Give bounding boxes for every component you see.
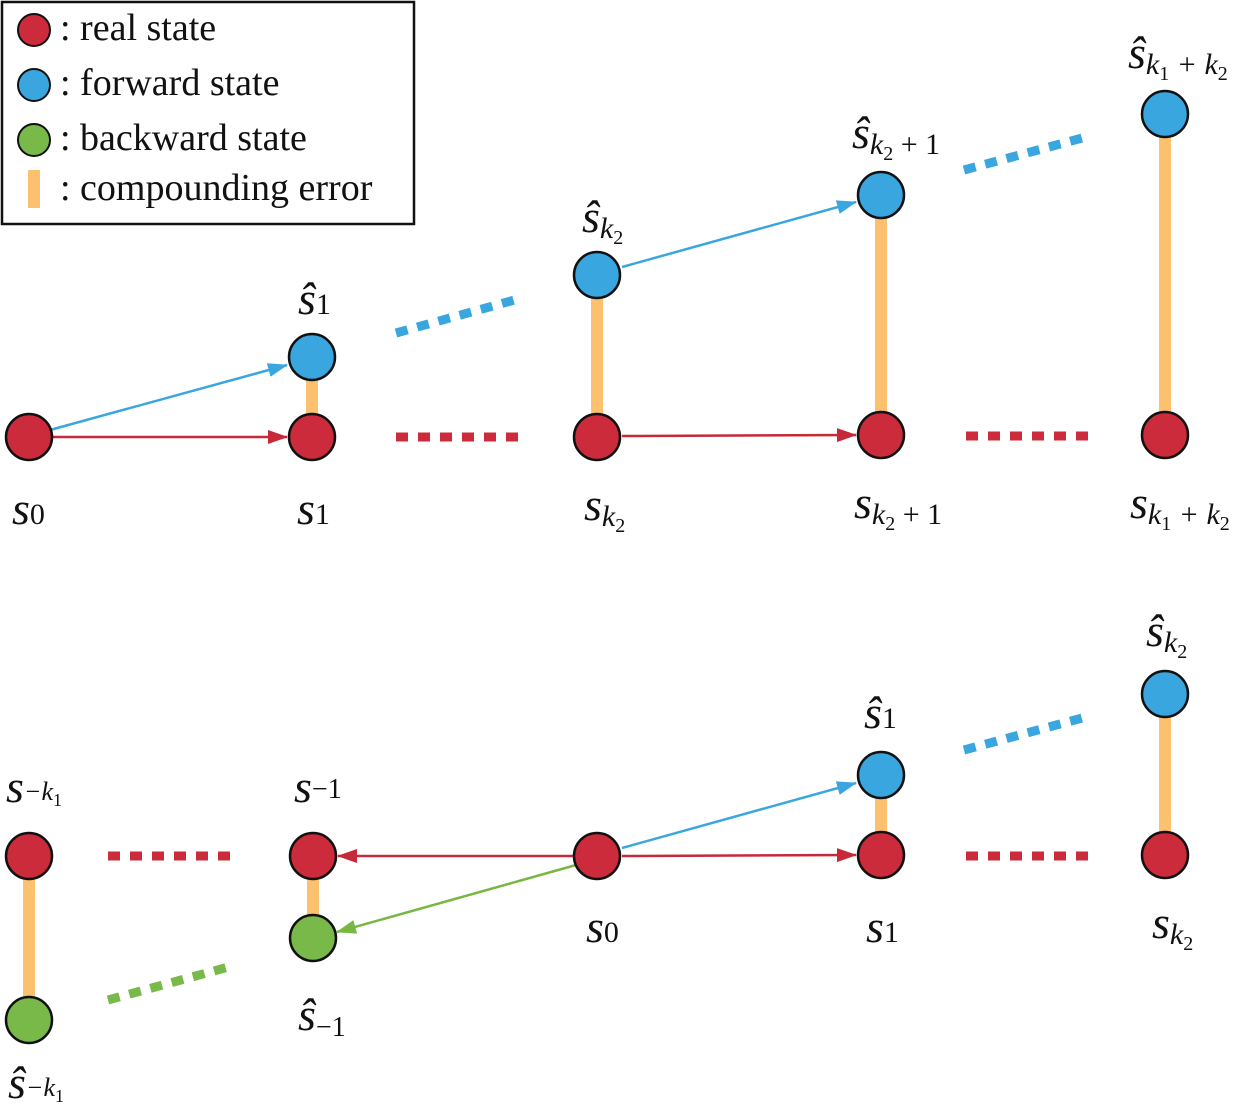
label-hat-sk2-plus-1: ŝk2 + 1 (852, 107, 940, 165)
real-state-node (288, 831, 338, 881)
red-arrow (621, 848, 857, 863)
real-state-node (4, 412, 54, 462)
label-hat-sk2: ŝk2 (582, 191, 623, 249)
label-hat-s1-bottom: ŝ1 (864, 687, 897, 738)
real-state-node (287, 412, 337, 462)
label-s1-bottom: s1 (866, 901, 899, 952)
dotted-green-line (106, 961, 234, 1005)
legend: : real state : forward state : backward … (0, 0, 416, 226)
legend-backward-marker (17, 123, 51, 157)
forward-state-node (1140, 669, 1190, 719)
label-s-minus-1: s−1 (294, 761, 342, 812)
real-state-node (856, 830, 906, 880)
label-s1: s1 (297, 483, 330, 534)
real-state-node (1140, 830, 1190, 880)
forward-state-node (856, 170, 906, 220)
label-hat-sk2-bottom: ŝk2 (1146, 605, 1187, 663)
legend-backward-text: : backward state (60, 117, 307, 159)
legend-forward-marker (17, 68, 51, 102)
label-sk2-plus-1: sk2 + 1 (854, 477, 942, 535)
real-state-node (4, 831, 54, 881)
label-sk2-bottom: sk2 (1152, 897, 1193, 955)
legend-error-marker (28, 170, 40, 208)
legend-real-marker (17, 13, 51, 47)
forward-state-node (1140, 89, 1190, 139)
dotted-blue-line (962, 132, 1088, 175)
label-s-minus-k1: s−k1 (6, 761, 62, 812)
dotted-blue-line (962, 712, 1088, 755)
bottom-diagram: s−k1 s−1 s0 s1 sk2 ŝ1 ŝk2 ŝ−1 ŝ−k1 (4, 605, 1193, 1108)
label-hat-s-minus-k1: ŝ−k1 (8, 1057, 64, 1108)
forward-state-node (287, 332, 337, 382)
label-hat-s1: ŝ1 (298, 273, 331, 324)
label-sk1-plus-k2: sk1 + k2 (1130, 477, 1230, 535)
legend-box (0, 0, 416, 226)
real-state-node (572, 412, 622, 462)
label-s0-bottom: s0 (586, 901, 619, 952)
backward-state-node (4, 995, 54, 1045)
top-diagram: s0 s1 sk2 sk2 + 1 sk1 + k2 ŝ1 ŝk2 ŝk2 + … (4, 27, 1230, 537)
label-hat-s-minus-1: ŝ−1 (298, 989, 346, 1043)
label-s0: s0 (12, 483, 45, 534)
legend-real-text: : real state (60, 7, 216, 49)
blue-arrow (621, 781, 857, 850)
dotted-blue-line (394, 294, 520, 338)
forward-state-node (856, 750, 906, 800)
green-arrow (336, 863, 577, 934)
blue-arrow (621, 200, 857, 269)
real-state-node (856, 410, 906, 460)
legend-error-text: : compounding error (60, 167, 373, 209)
legend-forward-text: : forward state (60, 62, 279, 104)
forward-state-node (572, 250, 622, 300)
label-hat-sk1-plus-k2: ŝk1 + k2 (1128, 27, 1228, 85)
real-state-node (1140, 410, 1190, 460)
label-sk2: sk2 (584, 479, 625, 537)
blue-arrow (49, 363, 288, 432)
real-state-node (572, 831, 622, 881)
red-arrow (621, 428, 857, 443)
backward-state-node (288, 913, 338, 963)
